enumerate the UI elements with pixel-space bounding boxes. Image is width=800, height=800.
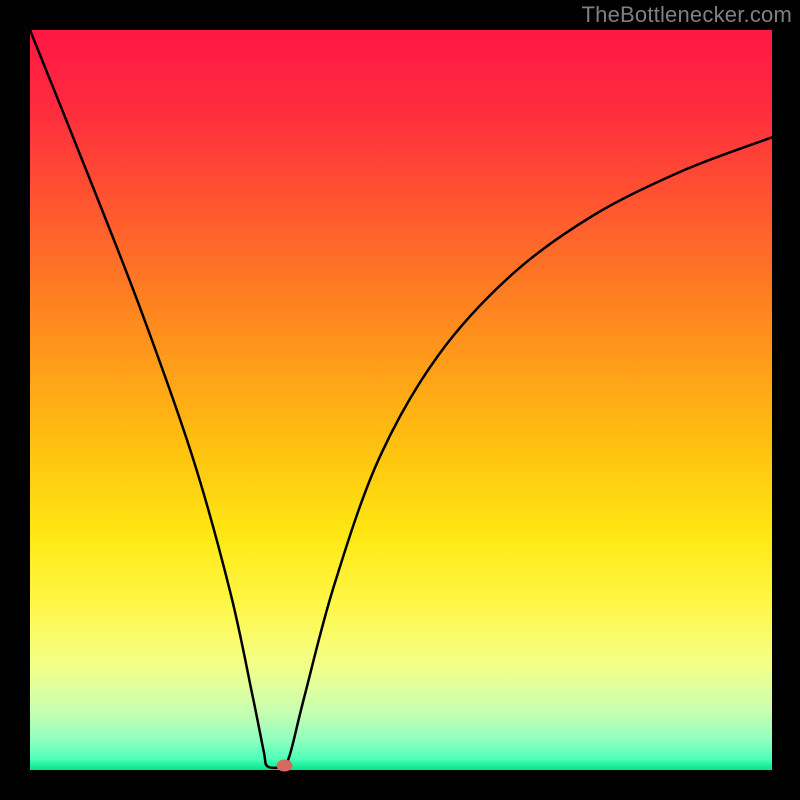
watermark-text: TheBottlenecker.com (582, 2, 792, 28)
chart-container: TheBottlenecker.com (0, 0, 800, 800)
plot-area (30, 30, 772, 770)
gradient-background (30, 30, 772, 770)
